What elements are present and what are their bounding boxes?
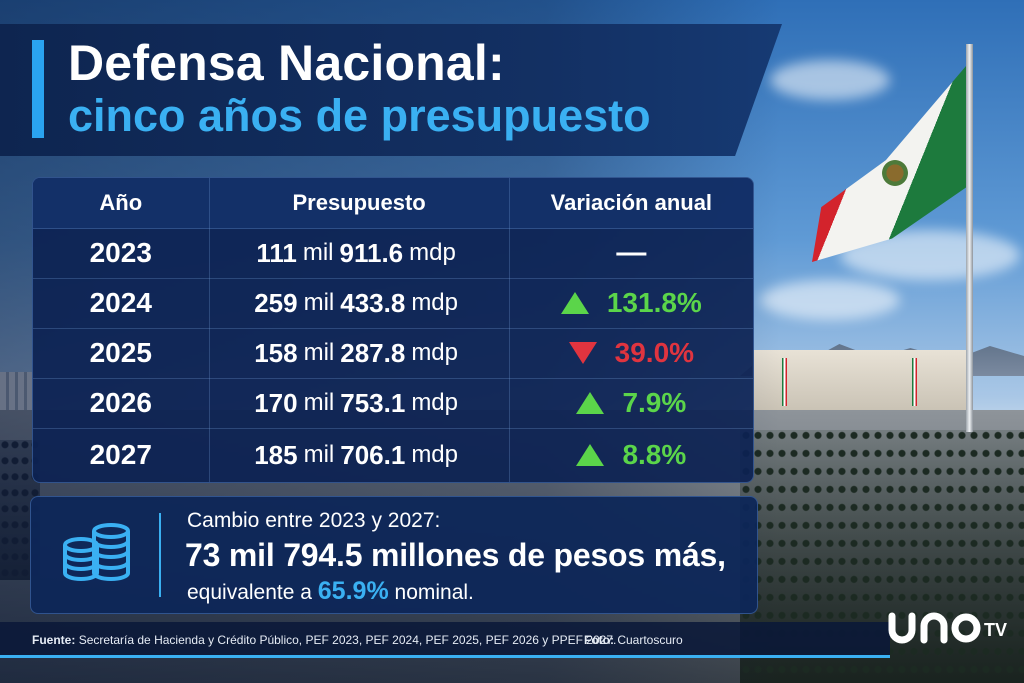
- page-subtitle: cinco años de presupuesto: [68, 90, 651, 141]
- table-row: 2027 185 mil 706.1 mdp 8.8%: [33, 428, 753, 482]
- budget-unit: mdp: [411, 339, 458, 366]
- photo-text: Cuartoscuro: [617, 633, 683, 647]
- year-cell: 2026: [33, 378, 210, 428]
- budget-amount-a: 111: [256, 237, 297, 268]
- variation-cell: —: [510, 228, 753, 278]
- year-cell: 2027: [33, 428, 210, 482]
- cloud: [770, 60, 890, 100]
- table-row: 2023 111 mil 911.6 mdp —: [33, 228, 753, 279]
- variation-value: 39.0%: [614, 337, 695, 368]
- budget-cell: 170 mil 753.1 mdp: [210, 378, 510, 428]
- budget-mil: mil: [303, 339, 335, 366]
- budget-cell: 158 mil 287.8 mdp: [210, 328, 510, 378]
- column-header-year: Año: [33, 178, 210, 228]
- coins-icon: [63, 523, 130, 581]
- year-cell: 2023: [33, 228, 210, 278]
- up-arrow-icon: [560, 292, 589, 314]
- up-arrow-icon: [576, 392, 605, 414]
- budget-amount-a: 259: [254, 287, 298, 318]
- flag-emblem: [880, 158, 910, 188]
- variation-cell: 39.0%: [510, 328, 753, 378]
- table-row: 2026 170 mil 753.1 mdp 7.9%: [33, 378, 753, 429]
- title-banner: [0, 24, 782, 156]
- flag-pole: [966, 44, 973, 432]
- budget-amount-b: 433.8: [340, 287, 406, 318]
- budget-unit: mdp: [411, 441, 458, 468]
- monument-building: [752, 350, 972, 412]
- summary-equivalent: equivalente a 65.9% nominal.: [187, 577, 474, 606]
- budget-amount-a: 158: [254, 337, 298, 368]
- budget-unit: mdp: [409, 239, 456, 266]
- variation-cell: 7.9%: [510, 378, 753, 428]
- table-row: 2024 259 mil 433.8 mdp 131.8%: [33, 278, 753, 329]
- budget-mil: mil: [303, 389, 335, 416]
- budget-mil: mil: [302, 239, 334, 266]
- budget-amount-a: 170: [254, 387, 298, 418]
- year-cell: 2025: [33, 328, 210, 378]
- source-label: Fuente:: [32, 633, 76, 647]
- budget-unit: mdp: [411, 289, 458, 316]
- budget-cell: 259 mil 433.8 mdp: [210, 278, 510, 328]
- footer-accent-line: [0, 655, 890, 658]
- page-title: Defensa Nacional:: [68, 35, 505, 91]
- summary-suffix: nominal.: [394, 581, 474, 604]
- variation-value: 8.8%: [622, 439, 687, 470]
- svg-text:TV: TV: [984, 620, 1007, 640]
- budget-unit: mdp: [411, 389, 458, 416]
- budget-mil: mil: [303, 289, 335, 316]
- summary-card: Cambio entre 2023 y 2027: 73 mil 794.5 m…: [30, 496, 758, 614]
- photo-credit: Foto: Cuartoscuro: [584, 633, 683, 647]
- table-row: 2025 158 mil 287.8 mdp 39.0%: [33, 328, 753, 379]
- budget-amount-b: 911.6: [339, 237, 404, 268]
- cloud: [760, 280, 900, 320]
- summary-prefix: equivalente a: [187, 581, 312, 604]
- summary-divider: [159, 513, 161, 597]
- summary-label: Cambio entre 2023 y 2027:: [187, 509, 441, 532]
- down-arrow-icon: [568, 342, 597, 364]
- title-accent-bar: [32, 40, 44, 138]
- budget-amount-b: 287.8: [340, 337, 406, 368]
- budget-table: Año Presupuesto Variación anual 2023 111…: [32, 177, 754, 483]
- column-header-budget: Presupuesto: [210, 178, 510, 228]
- photo-label: Foto:: [584, 633, 614, 647]
- summary-amount: 73 mil 794.5 millones de pesos más,: [185, 537, 726, 573]
- budget-amount-b: 706.1: [340, 439, 406, 470]
- table-header-row: Año Presupuesto Variación anual: [33, 178, 753, 229]
- variation-value: 131.8%: [606, 287, 702, 318]
- budget-amount-b: 753.1: [340, 387, 406, 418]
- source-credit: Fuente: Secretaría de Hacienda y Crédito…: [32, 633, 616, 647]
- year-cell: 2024: [33, 278, 210, 328]
- unotv-logo: TV: [888, 612, 1007, 644]
- source-text: Secretaría de Hacienda y Crédito Público…: [78, 633, 617, 647]
- footer-bar: [0, 622, 890, 658]
- column-header-variation: Variación anual: [550, 190, 713, 215]
- budget-amount-a: 185: [254, 439, 298, 470]
- variation-value: 7.9%: [622, 387, 687, 418]
- up-arrow-icon: [576, 444, 605, 466]
- variation-cell: 131.8%: [510, 278, 753, 328]
- variation-cell: 8.8%: [510, 428, 753, 482]
- budget-cell: 111 mil 911.6 mdp: [210, 228, 510, 278]
- summary-percentage: 65.9%: [317, 577, 389, 605]
- budget-mil: mil: [303, 441, 335, 468]
- budget-cell: 185 mil 706.1 mdp: [210, 428, 510, 482]
- variation-dash: —: [616, 236, 647, 269]
